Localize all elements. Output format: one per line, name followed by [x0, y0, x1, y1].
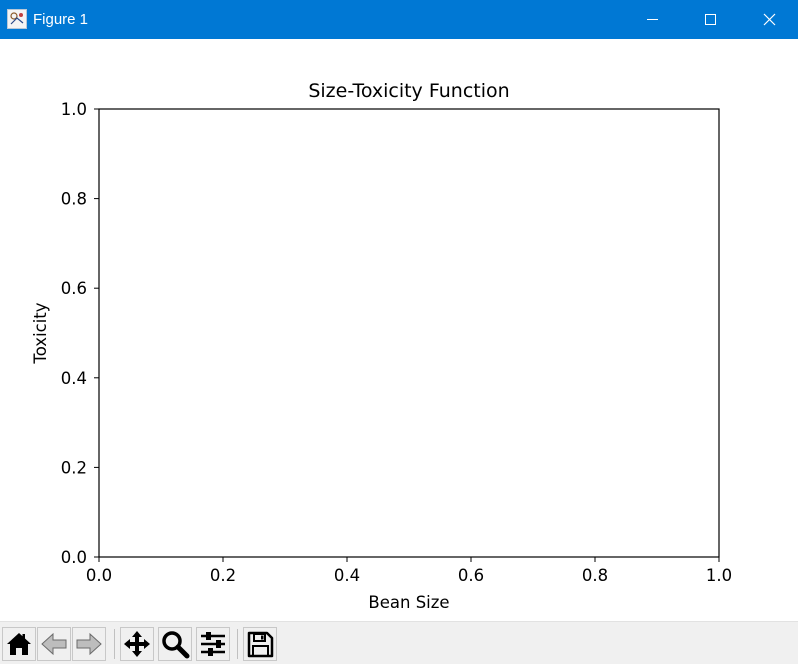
y-tick-label: 0.2: [61, 458, 87, 477]
x-axis: 0.0 0.2 0.4 0.6 0.8 1.0: [86, 557, 732, 585]
y-axis: 0.0 0.2 0.4 0.6 0.8 1.0: [61, 100, 99, 567]
pan-icon: [124, 631, 150, 657]
forward-button[interactable]: [72, 627, 106, 661]
save-button[interactable]: [243, 627, 277, 661]
home-icon: [7, 633, 31, 655]
x-tick-label: 0.2: [210, 566, 236, 585]
x-tick-label: 0.6: [458, 566, 484, 585]
save-icon: [247, 631, 274, 658]
maximize-icon: [705, 14, 716, 25]
maximize-button[interactable]: [681, 0, 739, 39]
minimize-button[interactable]: [623, 0, 681, 39]
zoom-icon: [162, 631, 190, 659]
pan-button[interactable]: [120, 627, 154, 661]
back-button[interactable]: [37, 627, 71, 661]
y-axis-label: Toxicity: [31, 302, 50, 364]
toolbar-separator: [237, 629, 238, 659]
y-tick-label: 0.0: [61, 548, 87, 567]
configure-subplots-icon: [201, 632, 225, 656]
x-axis-label: Bean Size: [368, 593, 449, 612]
x-tick-label: 0.0: [86, 566, 112, 585]
toolbar-separator: [114, 629, 115, 659]
x-tick-label: 1.0: [706, 566, 732, 585]
chart: 0.0 0.2 0.4 0.6 0.8 1.0 0.0 0.2 0.4 0.6 0.8 1.0 Si…: [31, 80, 732, 612]
close-icon: [763, 13, 776, 26]
y-tick-label: 0.8: [61, 190, 87, 209]
minimize-icon: [647, 19, 658, 20]
matplotlib-figure-icon: [7, 9, 27, 29]
x-tick-label: 0.4: [334, 566, 360, 585]
zoom-button[interactable]: [158, 627, 192, 661]
axes-frame: [98, 108, 720, 558]
y-tick-label: 0.4: [61, 369, 87, 388]
figure-canvas[interactable]: 0.0 0.2 0.4 0.6 0.8 1.0 0.0 0.2 0.4 0.6 0.8 1.0 Si…: [0, 39, 798, 621]
home-button[interactable]: [2, 627, 36, 661]
y-tick-label: 1.0: [61, 100, 87, 119]
configure-subplots-button[interactable]: [196, 627, 230, 661]
back-icon: [41, 632, 67, 656]
forward-icon: [76, 632, 102, 656]
y-tick-label: 0.6: [61, 279, 87, 298]
title-bar[interactable]: Figure 1: [0, 0, 798, 39]
close-button[interactable]: [740, 0, 798, 39]
x-tick-label: 0.8: [582, 566, 608, 585]
chart-title: Size-Toxicity Function: [308, 80, 509, 102]
window-title: Figure 1: [33, 11, 89, 28]
navigation-toolbar: [0, 621, 798, 664]
